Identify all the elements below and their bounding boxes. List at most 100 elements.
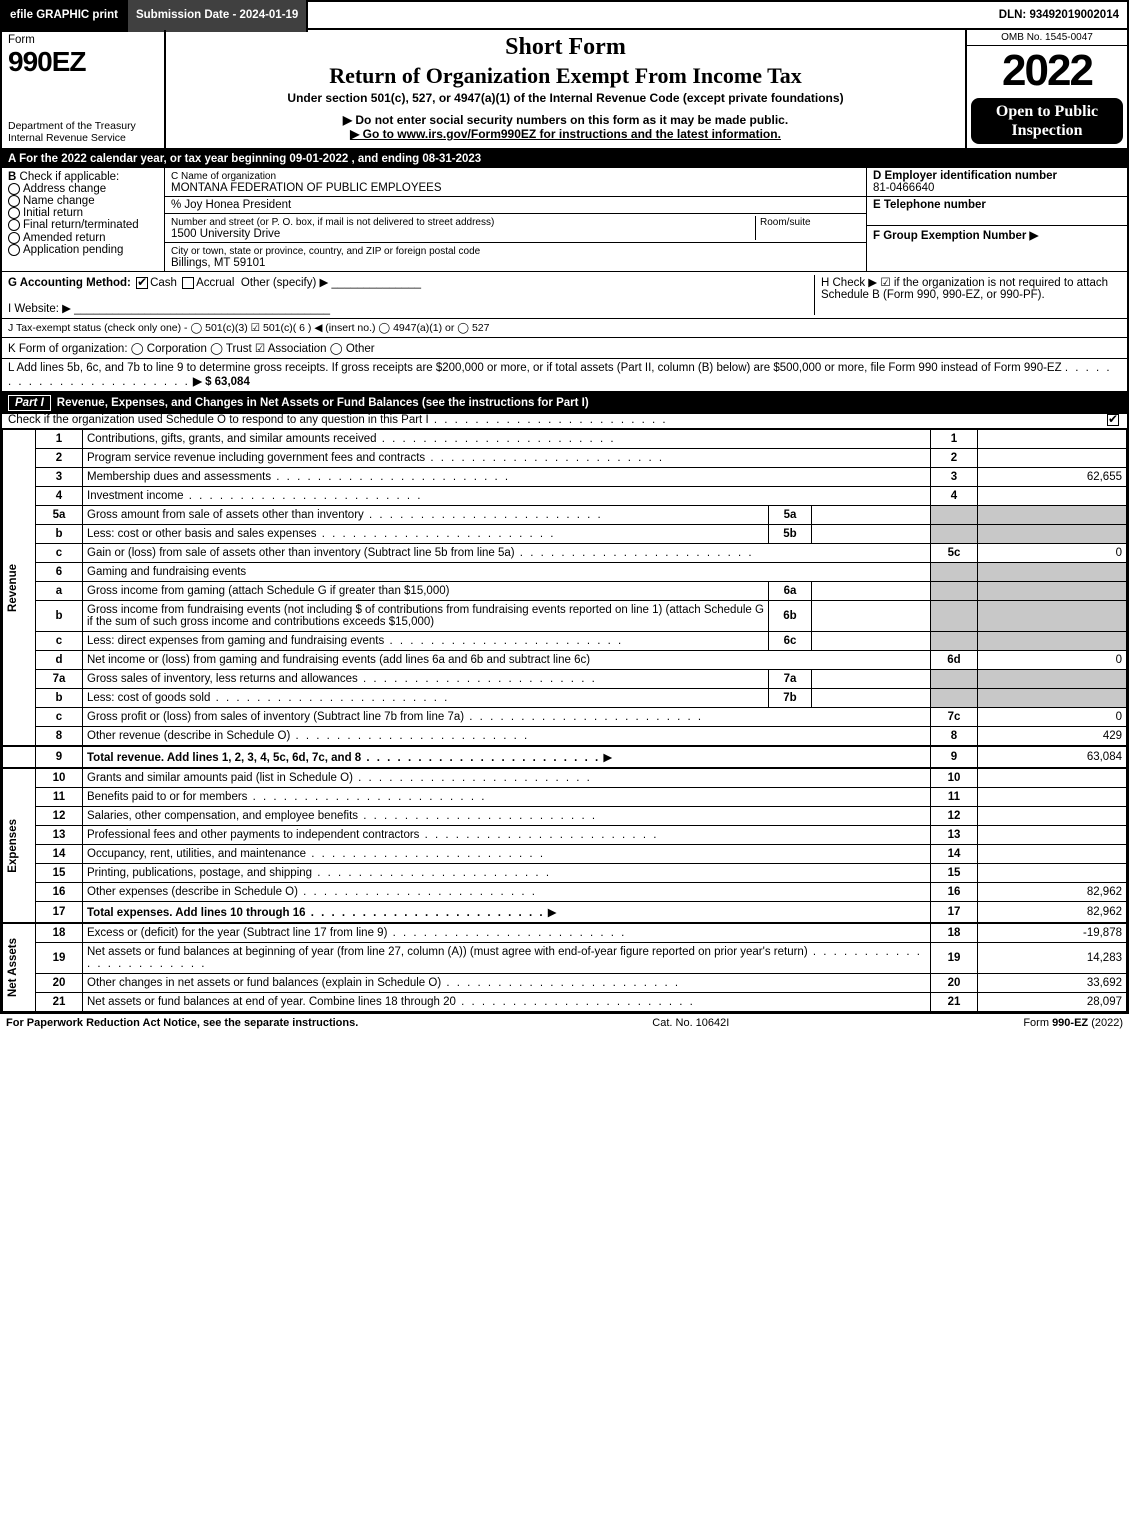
cash-checkbox[interactable]: [136, 277, 148, 289]
ref-20: 20: [931, 974, 978, 993]
part-i-title: Revenue, Expenses, and Changes in Net As…: [57, 397, 589, 409]
amt-17: 82,962: [978, 902, 1127, 924]
street-label: Number and street (or P. O. box, if mail…: [171, 217, 494, 228]
ref-16: 16: [931, 883, 978, 902]
line-8: Other revenue (describe in Schedule O): [87, 730, 529, 742]
footer-left: For Paperwork Reduction Act Notice, see …: [6, 1017, 358, 1029]
ref-3: 3: [931, 468, 978, 487]
amt-9: 63,084: [978, 746, 1127, 768]
line-1: Contributions, gifts, grants, and simila…: [87, 433, 616, 445]
ref-9: 9: [931, 746, 978, 768]
ref-8: 8: [931, 727, 978, 747]
dln-label: DLN: 93492019002014: [991, 9, 1127, 21]
sub-6a: 6a: [769, 582, 812, 601]
opt-amended[interactable]: Amended return: [23, 232, 105, 244]
amt-3: 62,655: [978, 468, 1127, 487]
l-amount: ▶ $ 63,084: [193, 376, 250, 388]
ref-10: 10: [931, 768, 978, 788]
amt-20: 33,692: [978, 974, 1127, 993]
submission-date-button[interactable]: Submission Date - 2024-01-19: [128, 0, 308, 32]
sub-7b: 7b: [769, 689, 812, 708]
sub-5a: 5a: [769, 506, 812, 525]
ref-14: 14: [931, 845, 978, 864]
b-title: Check if applicable:: [20, 171, 120, 183]
l-text: L Add lines 5b, 6c, and 7b to line 9 to …: [8, 362, 1062, 374]
section-C: C Name of organization MONTANA FEDERATIO…: [165, 168, 867, 271]
part-i-subtext: Check if the organization used Schedule …: [8, 414, 1105, 426]
ref-6d: 6d: [931, 651, 978, 670]
line-16: Other expenses (describe in Schedule O): [87, 886, 537, 898]
j-line: J Tax-exempt status (check only one) - ◯…: [2, 319, 1127, 338]
part-i-header: Part I Revenue, Expenses, and Changes in…: [2, 392, 1127, 414]
line-11: Benefits paid to or for members: [87, 791, 486, 803]
c-name-label: C Name of organization: [171, 171, 276, 182]
subamt-6a: [812, 582, 931, 601]
line-21: Net assets or fund balances at end of ye…: [87, 996, 695, 1008]
main-title: Return of Organization Exempt From Incom…: [170, 63, 961, 89]
goto-link[interactable]: ▶ Go to www.irs.gov/Form990EZ for instru…: [170, 127, 961, 141]
expenses-label: Expenses: [7, 819, 19, 873]
h-note: H Check ▶ ☑ if the organization is not r…: [814, 275, 1121, 315]
other-label: Other (specify) ▶: [241, 277, 328, 289]
line-6b: Gross income from fundraising events (no…: [87, 604, 764, 628]
omb-number: OMB No. 1545-0047: [967, 30, 1127, 46]
amt-13: [978, 826, 1127, 845]
line-6a: Gross income from gaming (attach Schedul…: [87, 585, 449, 597]
opt-name-change[interactable]: Name change: [23, 195, 95, 207]
schedule-o-checkbox[interactable]: [1107, 414, 1119, 426]
amt-8: 429: [978, 727, 1127, 747]
ref-19: 19: [931, 943, 978, 974]
amt-19: 14,283: [978, 943, 1127, 974]
amt-12: [978, 807, 1127, 826]
ref-15: 15: [931, 864, 978, 883]
opt-initial-return[interactable]: Initial return: [23, 207, 83, 219]
amt-4: [978, 487, 1127, 506]
ref-18: 18: [931, 923, 978, 943]
amt-21: 28,097: [978, 993, 1127, 1012]
amt-2: [978, 449, 1127, 468]
ref-17: 17: [931, 902, 978, 924]
amt-10: [978, 768, 1127, 788]
ref-5c: 5c: [931, 544, 978, 563]
netassets-label: Net Assets: [7, 938, 19, 997]
amt-18: -19,878: [978, 923, 1127, 943]
line-12: Salaries, other compensation, and employ…: [87, 810, 597, 822]
cash-label: Cash: [150, 277, 177, 289]
ref-7c: 7c: [931, 708, 978, 727]
subamt-6c: [812, 632, 931, 651]
d-label: D Employer identification number: [873, 170, 1057, 182]
part-i-sub: Check if the organization used Schedule …: [2, 414, 1127, 429]
lines-table: Revenue 1Contributions, gifts, grants, a…: [2, 429, 1127, 1012]
room-label: Room/suite: [760, 217, 811, 228]
efile-print-button[interactable]: efile GRAPHIC print: [2, 0, 128, 32]
dept-label: Department of the Treasury Internal Reve…: [8, 120, 158, 144]
line-17: Total expenses. Add lines 10 through 16: [87, 907, 545, 919]
subamt-5a: [812, 506, 931, 525]
accrual-checkbox[interactable]: [182, 277, 194, 289]
accrual-label: Accrual: [196, 277, 234, 289]
amt-15: [978, 864, 1127, 883]
line-5c: Gain or (loss) from sale of assets other…: [87, 547, 754, 559]
line-19: Net assets or fund balances at beginning…: [87, 946, 922, 970]
e-label: E Telephone number: [873, 199, 986, 211]
opt-final-return[interactable]: Final return/terminated: [23, 220, 139, 232]
toolbar: efile GRAPHIC print Submission Date - 20…: [0, 0, 1129, 30]
sub-6b: 6b: [769, 601, 812, 632]
ref-11: 11: [931, 788, 978, 807]
ein: 81-0466640: [873, 182, 934, 194]
line-2: Program service revenue including govern…: [87, 452, 664, 464]
under-section: Under section 501(c), 527, or 4947(a)(1)…: [170, 91, 961, 105]
opt-address-change[interactable]: Address change: [23, 183, 106, 195]
line-5b: Less: cost or other basis and sales expe…: [87, 528, 555, 540]
line-6: Gaming and fundraising events: [83, 563, 931, 582]
amt-11: [978, 788, 1127, 807]
opt-pending[interactable]: Application pending: [23, 244, 123, 256]
k-line: K Form of organization: ◯ Corporation ◯ …: [2, 338, 1127, 359]
ref-4: 4: [931, 487, 978, 506]
subamt-6b: [812, 601, 931, 632]
line-6c: Less: direct expenses from gaming and fu…: [87, 635, 623, 647]
line-13: Professional fees and other payments to …: [87, 829, 658, 841]
amt-14: [978, 845, 1127, 864]
org-name: MONTANA FEDERATION OF PUBLIC EMPLOYEES: [171, 182, 442, 194]
section-DEF: D Employer identification number81-04666…: [867, 168, 1127, 271]
